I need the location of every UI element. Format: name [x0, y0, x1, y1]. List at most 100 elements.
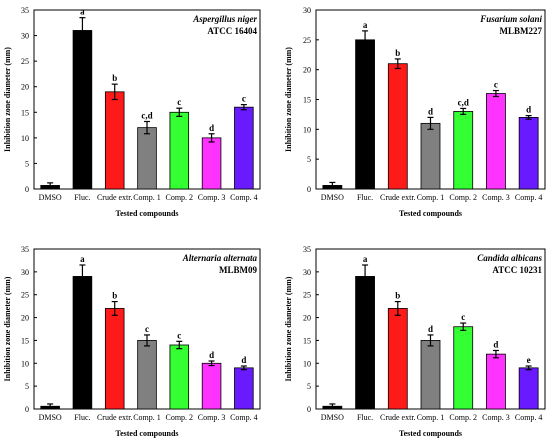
x-tick-label: DMSO — [321, 193, 344, 202]
y-tick-label: 15 — [21, 108, 29, 117]
strain-label: ATCC 16404 — [207, 26, 257, 36]
x-tick-label: DMSO — [39, 193, 62, 202]
organism-label: Fusarium solani — [479, 14, 542, 24]
chart-panel-3: 0 5 10 15 20 25 30 35 DMSO a Fluc. b Crude extr. c Com… — [3, 245, 261, 438]
y-tick-label: 30 — [21, 268, 29, 277]
significance-label: a — [80, 7, 85, 17]
significance-label: c — [494, 80, 498, 90]
organism-label: Alternaria alternata — [182, 253, 258, 263]
bar — [453, 326, 474, 410]
chart-panel-4: 0 5 10 15 20 25 30 35 DMSO a Fluc. b Crude extr. d Com… — [284, 245, 546, 438]
x-tick-label: Comp. 4 — [515, 193, 543, 202]
x-tick-label: Comp. 3 — [198, 193, 226, 202]
chart-panel-1: 0 5 10 15 20 25 30 35 DMSO a Fluc. b Crude extr. c,d C… — [3, 6, 261, 218]
x-tick-label: Crude extr. — [380, 193, 416, 202]
x-tick-label: Crude extr. — [97, 413, 133, 422]
x-tick-label: Crude extr. — [380, 413, 416, 422]
organism-label: Aspergillus niger — [192, 14, 257, 24]
organism-label: Candida albicans — [477, 253, 542, 263]
bar — [355, 276, 375, 410]
x-tick-label: DMSO — [321, 413, 344, 422]
y-axis-label: Inhibition zone diameter (mm) — [3, 276, 12, 381]
y-tick-label: 35 — [21, 6, 29, 15]
y-tick-label: 15 — [21, 336, 29, 345]
x-tick-label: Comp. 3 — [198, 413, 226, 422]
y-tick-label: 25 — [21, 291, 29, 300]
y-tick-label: 0 — [25, 405, 29, 414]
chart-panel-2: 0 5 10 15 20 25 30 DMSO a Fluc. b Crude extr. d Comp.… — [284, 6, 546, 218]
x-tick-label: Comp. 2 — [449, 413, 477, 422]
x-tick-label: Comp. 4 — [515, 413, 543, 422]
bar — [387, 308, 408, 410]
bar — [104, 91, 125, 190]
x-tick-label: Fluc. — [357, 413, 373, 422]
significance-label: d — [209, 350, 214, 360]
significance-label: e — [527, 355, 531, 365]
y-tick-label: 5 — [307, 155, 311, 164]
x-axis-label: Tested compounds — [115, 429, 178, 438]
bar — [387, 63, 408, 190]
strain-label: MLBM227 — [500, 26, 543, 36]
x-tick-label: Comp. 1 — [133, 413, 161, 422]
y-tick-label: 0 — [307, 405, 311, 414]
x-tick-label: Fluc. — [74, 413, 90, 422]
bar — [518, 367, 539, 410]
x-tick-label: Comp. 1 — [417, 193, 445, 202]
bar — [486, 353, 506, 410]
bar — [234, 367, 254, 410]
significance-label: c — [242, 94, 246, 104]
significance-label: a — [363, 254, 368, 264]
y-tick-label: 20 — [303, 66, 311, 75]
y-tick-label: 20 — [21, 83, 29, 92]
strain-label: ATCC 10231 — [492, 265, 542, 275]
bar — [72, 276, 93, 410]
bar — [518, 117, 539, 190]
y-tick-label: 0 — [307, 185, 311, 194]
significance-label: c — [461, 312, 465, 322]
y-tick-label: 25 — [303, 36, 311, 45]
x-tick-label: Comp. 4 — [230, 413, 258, 422]
significance-label: a — [80, 254, 85, 264]
significance-label: c,d — [458, 97, 469, 107]
bar — [137, 127, 157, 190]
y-tick-label: 10 — [303, 359, 311, 368]
y-axis-label: Inhibition zone diameter (mm) — [284, 47, 293, 152]
y-tick-label: 15 — [303, 336, 311, 345]
bar — [420, 340, 441, 410]
significance-label: d — [526, 105, 531, 115]
significance-label: b — [395, 291, 400, 301]
bar — [234, 106, 254, 190]
y-tick-label: 20 — [21, 314, 29, 323]
x-axis-label: Tested compounds — [399, 209, 462, 218]
y-tick-label: 0 — [25, 185, 29, 194]
y-tick-label: 30 — [21, 32, 29, 41]
y-tick-label: 10 — [21, 359, 29, 368]
x-tick-label: Comp. 3 — [482, 193, 510, 202]
significance-label: d — [428, 324, 433, 334]
significance-label: b — [112, 291, 117, 301]
x-tick-label: Comp. 4 — [230, 193, 258, 202]
x-tick-label: Comp. 2 — [166, 413, 194, 422]
significance-label: d — [493, 339, 498, 349]
bar — [104, 308, 125, 410]
significance-label: a — [363, 20, 368, 30]
x-tick-label: Fluc. — [74, 193, 90, 202]
bar — [72, 30, 93, 190]
y-tick-label: 5 — [307, 382, 311, 391]
x-tick-label: DMSO — [39, 413, 62, 422]
y-tick-label: 30 — [303, 6, 311, 15]
significance-label: c — [177, 330, 181, 340]
y-tick-label: 20 — [303, 314, 311, 323]
strain-label: MLBM09 — [219, 265, 257, 275]
y-tick-label: 10 — [21, 134, 29, 143]
x-tick-label: Fluc. — [357, 193, 373, 202]
bar — [486, 93, 506, 190]
y-tick-label: 35 — [21, 245, 29, 254]
y-tick-label: 35 — [303, 245, 311, 254]
significance-label: d — [428, 106, 433, 116]
y-tick-label: 25 — [303, 291, 311, 300]
significance-label: b — [112, 73, 117, 83]
y-tick-label: 30 — [303, 268, 311, 277]
y-axis-label: Inhibition zone diameter (mm) — [284, 276, 293, 381]
